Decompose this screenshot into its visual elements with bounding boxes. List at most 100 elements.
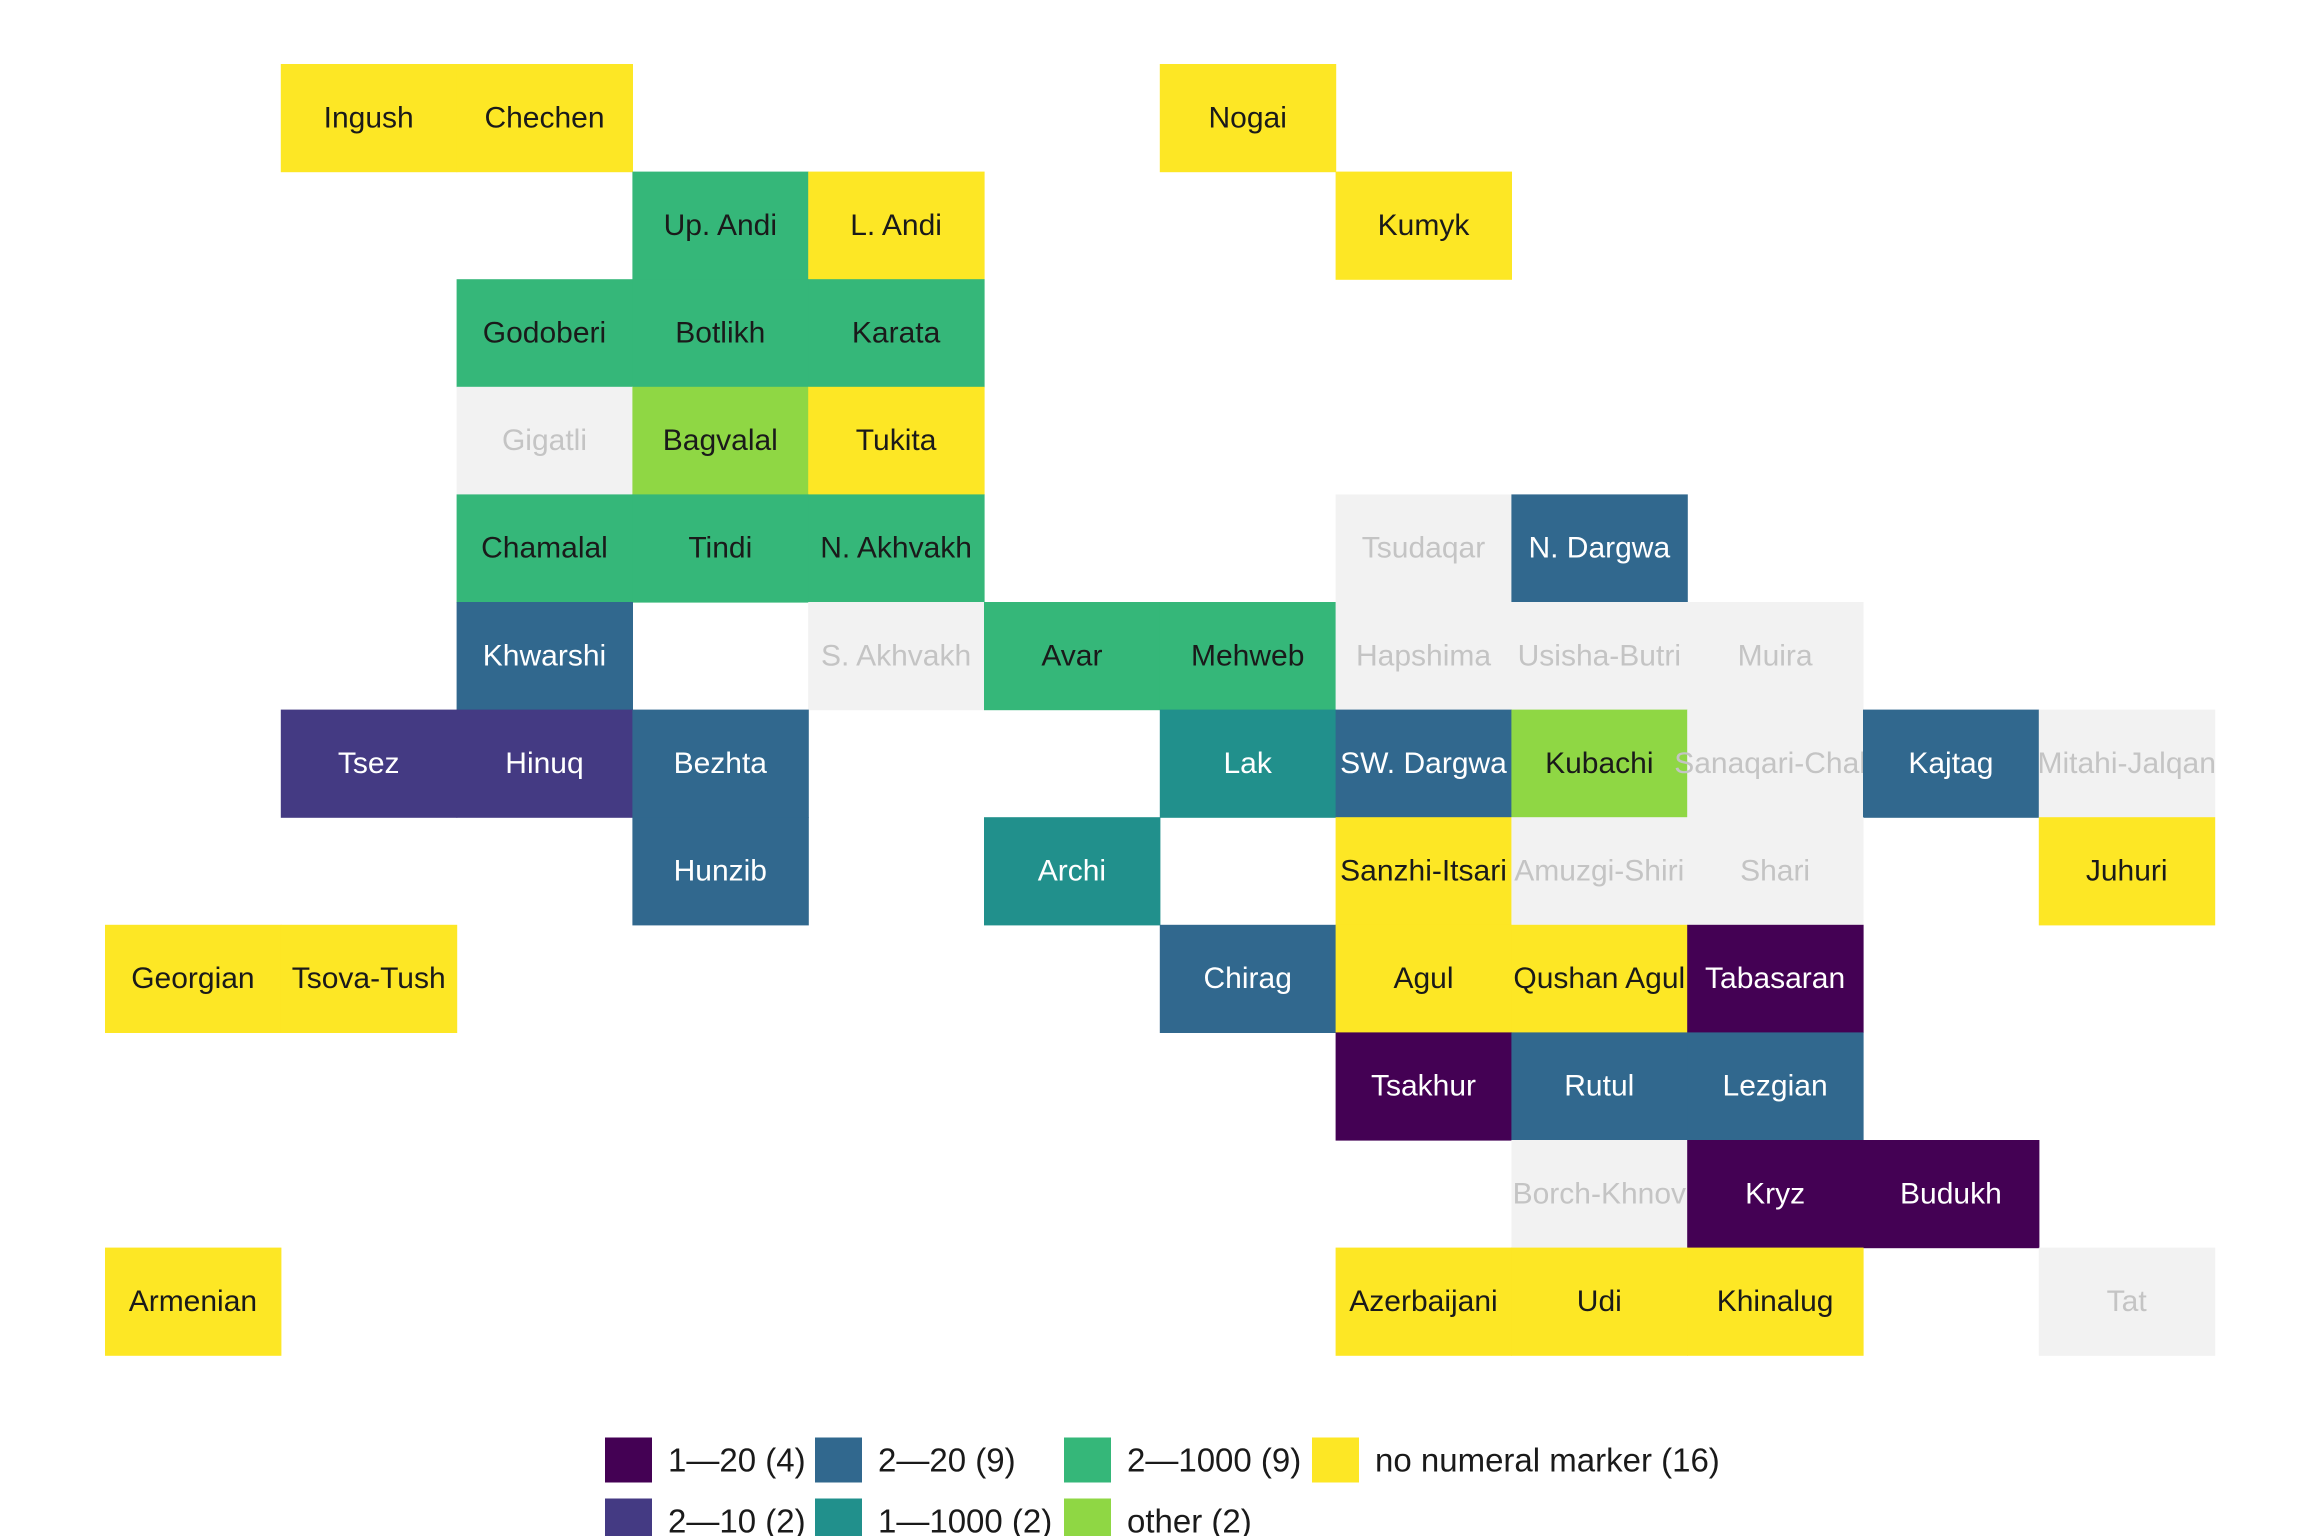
tile-budukh: Budukh bbox=[1863, 1140, 2040, 1249]
tile-label: L. Andi bbox=[850, 209, 942, 242]
tile-hapshima: Hapshima bbox=[1335, 602, 1512, 711]
tile-agul: Agul bbox=[1335, 924, 1512, 1033]
tile-label: Tindi bbox=[688, 532, 752, 565]
tile-label: Lezgian bbox=[1723, 1070, 1828, 1103]
tile-label: Chechen bbox=[484, 101, 604, 134]
tile-rect bbox=[1511, 709, 1688, 818]
tile-rect bbox=[1687, 709, 1864, 818]
tile-label: Up. Andi bbox=[664, 209, 777, 242]
tile-bezhta: Bezhta bbox=[632, 709, 809, 818]
legend-label: 1—1000 (2) bbox=[878, 1503, 1052, 1536]
tile-nogai: Nogai bbox=[1159, 64, 1337, 173]
tile-label: Borch-Khnov bbox=[1513, 1177, 1686, 1210]
tile-label: Tat bbox=[2107, 1285, 2148, 1318]
tile-rect bbox=[1511, 817, 1688, 926]
tile-mitahi-jalqan: Mitahi-Jalqan bbox=[2037, 709, 2216, 818]
tile-rect bbox=[1511, 924, 1688, 1033]
tile-rect bbox=[984, 817, 1161, 926]
tile-rect bbox=[105, 1247, 282, 1356]
legend-label: 2—20 (9) bbox=[878, 1442, 1016, 1479]
tile-rect bbox=[1687, 924, 1864, 1033]
legend-label: 2—10 (2) bbox=[668, 1503, 806, 1536]
tile-label: Usisha-Butri bbox=[1518, 639, 1681, 672]
tile-label: Kubachi bbox=[1545, 747, 1653, 780]
tile-label: Godoberi bbox=[483, 317, 606, 350]
tile-rect bbox=[808, 494, 985, 603]
tile-rect bbox=[632, 709, 809, 818]
tile-rect bbox=[1335, 602, 1512, 711]
tile-label: Chamalal bbox=[481, 532, 608, 565]
tile-label: Tabasaran bbox=[1705, 962, 1845, 995]
tile-rect bbox=[1159, 64, 1337, 173]
tile-rect bbox=[1335, 817, 1512, 926]
legend-item-c1_20: 1—20 (4) bbox=[605, 1437, 806, 1483]
tile-label: Nogai bbox=[1209, 101, 1287, 134]
tile-rect bbox=[280, 924, 458, 1033]
tile-lezgian: Lezgian bbox=[1687, 1032, 1864, 1141]
tile-hinuq: Hinuq bbox=[456, 709, 633, 818]
tile-rect bbox=[1511, 1140, 1688, 1249]
tile-rect bbox=[808, 279, 985, 388]
tile-label: SW. Dargwa bbox=[1340, 747, 1507, 780]
tile-label: Bezhta bbox=[674, 747, 768, 780]
tile-label: Hinuq bbox=[505, 747, 583, 780]
tile-label: Tukita bbox=[856, 424, 937, 457]
tile-rect bbox=[984, 602, 1161, 711]
tile-label: S. Akhvakh bbox=[821, 639, 971, 672]
legend-swatch bbox=[815, 1437, 862, 1483]
tile-rect bbox=[1335, 171, 1512, 280]
tile-avar: Avar bbox=[984, 602, 1161, 711]
legend-item-c2_10: 2—10 (2) bbox=[605, 1498, 806, 1536]
tile-godoberi: Godoberi bbox=[456, 279, 633, 388]
tile-tat: Tat bbox=[2038, 1247, 2216, 1356]
tile-label: Shari bbox=[1740, 855, 1810, 888]
tile-rect bbox=[456, 64, 633, 173]
tile-rect bbox=[808, 386, 985, 495]
tile-rect bbox=[1335, 709, 1512, 818]
tile-label: Mitahi-Jalqan bbox=[2037, 747, 2215, 780]
tile-rect bbox=[1511, 494, 1688, 603]
tile-azerbaijani: Azerbaijani bbox=[1335, 1247, 1512, 1356]
tile-ingush: Ingush bbox=[280, 64, 458, 173]
tile-label: Agul bbox=[1393, 962, 1453, 995]
tile-up-andi: Up. Andi bbox=[632, 171, 809, 280]
tile-tsez: Tsez bbox=[280, 709, 458, 818]
tile-rect bbox=[1511, 602, 1688, 711]
tile-label: Georgian bbox=[131, 962, 254, 995]
legend-item-other: other (2) bbox=[1064, 1498, 1252, 1536]
tile-rect bbox=[2038, 1247, 2216, 1356]
tile-rect bbox=[456, 386, 633, 495]
tile-label: Udi bbox=[1577, 1285, 1622, 1318]
tile-label: Qushan Agul bbox=[1513, 962, 1685, 995]
tile-n-dargwa: N. Dargwa bbox=[1511, 494, 1688, 603]
tile-archi: Archi bbox=[984, 817, 1161, 926]
tile-chechen: Chechen bbox=[456, 64, 633, 173]
tile-label: Ingush bbox=[324, 101, 414, 134]
tile-gigatli: Gigatli bbox=[456, 386, 633, 495]
tile-label: Botlikh bbox=[675, 317, 765, 350]
tile-rect bbox=[1863, 709, 2040, 818]
legend-label: other (2) bbox=[1127, 1503, 1252, 1536]
tile-label: Khwarshi bbox=[483, 639, 606, 672]
tile-tsakhur: Tsakhur bbox=[1335, 1032, 1512, 1141]
tile-rect bbox=[1511, 1247, 1688, 1356]
tile-tabasaran: Tabasaran bbox=[1687, 924, 1864, 1033]
tile-rect bbox=[1687, 817, 1864, 926]
tile-rect bbox=[1687, 1140, 1864, 1249]
tile-rect bbox=[1335, 1247, 1512, 1356]
legend-item-c1_1000: 1—1000 (2) bbox=[815, 1498, 1052, 1536]
tile-rect bbox=[280, 64, 458, 173]
tile-rect bbox=[632, 494, 809, 603]
tile-l-andi: L. Andi bbox=[808, 171, 985, 280]
tile-rect bbox=[632, 171, 809, 280]
tile-rect bbox=[808, 602, 985, 711]
tile-kajtag: Kajtag bbox=[1863, 709, 2040, 818]
tile-label: Hunzib bbox=[674, 855, 767, 888]
tile-rect bbox=[456, 494, 633, 603]
tile-sanzhi-itsari: Sanzhi-Itsari bbox=[1335, 817, 1512, 926]
tile-rect bbox=[632, 386, 809, 495]
tile-rect bbox=[2038, 817, 2216, 926]
legend-swatch bbox=[815, 1498, 862, 1536]
tile-kumyk: Kumyk bbox=[1335, 171, 1512, 280]
